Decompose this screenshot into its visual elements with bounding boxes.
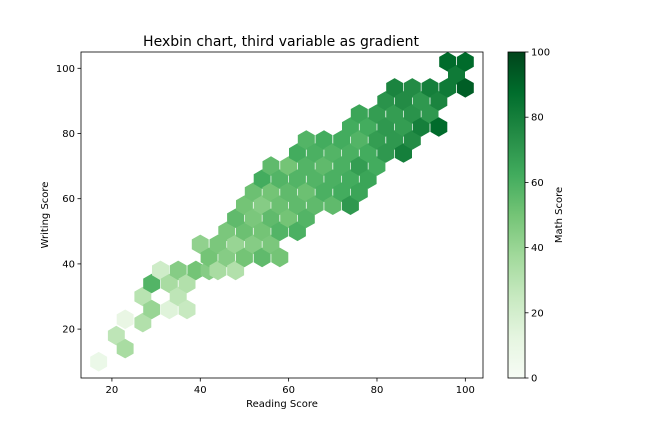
colorbar-tick-label: 40 <box>531 243 544 254</box>
y-tick-label: 100 <box>56 64 75 75</box>
colorbar-tick-label: 80 <box>531 113 544 124</box>
x-axis: 20 40 60 80 100 <box>106 378 475 396</box>
colorbar <box>508 52 525 378</box>
x-tick-label: 100 <box>456 385 475 396</box>
y-axis: 20 40 60 80 100 <box>56 64 81 336</box>
x-tick-label: 20 <box>106 385 119 396</box>
colorbar-label: Math Score <box>554 187 565 243</box>
colorbar-tick-label: 0 <box>531 374 537 385</box>
hexbin-cell <box>117 310 134 330</box>
colorbar-axis: 0 20 40 60 80 100 <box>525 48 550 385</box>
x-axis-label: Reading Score <box>246 399 318 410</box>
y-tick-label: 20 <box>62 325 75 336</box>
x-tick-label: 60 <box>282 385 295 396</box>
colorbar-tick-label: 100 <box>531 48 550 59</box>
y-axis-label: Writing Score <box>40 182 51 249</box>
y-tick-label: 80 <box>62 129 75 140</box>
chart-title: Hexbin chart, third variable as gradient <box>143 34 419 50</box>
y-tick-label: 40 <box>62 259 75 270</box>
colorbar-tick-label: 60 <box>531 178 544 189</box>
x-tick-label: 40 <box>194 385 207 396</box>
hexbin-cells <box>90 52 474 372</box>
colorbar-tick-label: 20 <box>531 308 544 319</box>
x-tick-label: 80 <box>371 385 384 396</box>
hexbin-cell <box>90 352 107 372</box>
y-tick-label: 60 <box>62 194 75 205</box>
